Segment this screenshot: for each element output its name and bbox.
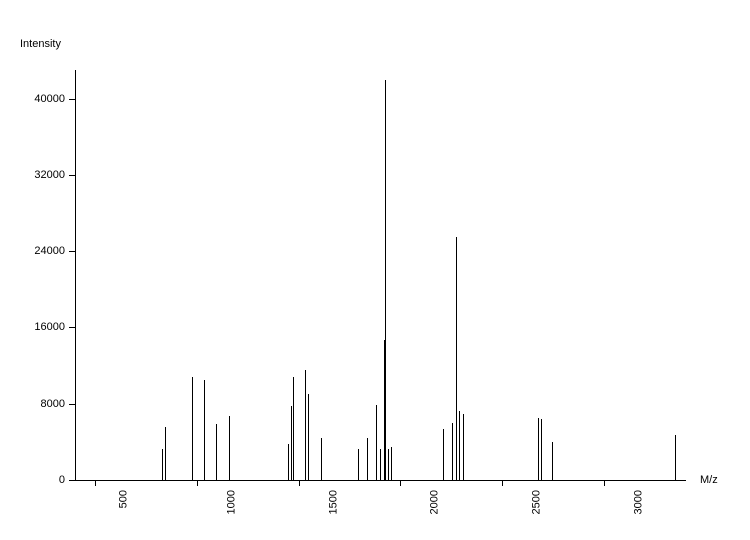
y-tick-label: 40000 bbox=[15, 93, 65, 105]
y-tick bbox=[69, 480, 75, 481]
spectrum-peak bbox=[367, 438, 368, 480]
x-tick bbox=[604, 480, 605, 486]
spectrum-peak bbox=[385, 80, 386, 480]
mass-spectrum-chart: Intensity M/z 0 8000 16000 24000 32000 40000 5… bbox=[0, 0, 750, 540]
x-tick-label: 3000 bbox=[632, 490, 644, 514]
spectrum-peak bbox=[229, 416, 230, 480]
spectrum-peak bbox=[552, 442, 553, 480]
spectrum-peak bbox=[376, 405, 377, 480]
spectrum-peak bbox=[541, 419, 542, 480]
y-tick bbox=[69, 251, 75, 252]
spectrum-peak bbox=[388, 449, 389, 480]
spectrum-peak bbox=[380, 449, 381, 480]
spectrum-peak bbox=[321, 438, 322, 480]
x-tick bbox=[400, 480, 401, 486]
plot-area bbox=[75, 70, 686, 481]
spectrum-peak bbox=[538, 418, 539, 480]
y-tick bbox=[69, 327, 75, 328]
x-tick-label: 1500 bbox=[327, 490, 339, 514]
spectrum-peak bbox=[162, 449, 163, 480]
spectrum-peak bbox=[291, 406, 292, 480]
spectrum-peak bbox=[675, 435, 676, 480]
x-tick bbox=[197, 480, 198, 486]
spectrum-peak bbox=[293, 377, 294, 480]
spectrum-peak bbox=[204, 380, 205, 480]
spectrum-peak bbox=[443, 429, 444, 480]
y-axis-title: Intensity bbox=[20, 38, 61, 50]
spectrum-peak bbox=[305, 370, 306, 480]
x-tick-label: 2000 bbox=[429, 490, 441, 514]
y-tick-label: 32000 bbox=[15, 169, 65, 181]
y-tick-label: 16000 bbox=[15, 321, 65, 333]
spectrum-peak bbox=[192, 377, 193, 480]
y-tick bbox=[69, 175, 75, 176]
x-tick bbox=[95, 480, 96, 486]
spectrum-peak bbox=[165, 427, 166, 480]
spectrum-peak bbox=[391, 447, 392, 480]
x-axis-title: M/z bbox=[700, 474, 718, 486]
y-tick-label: 24000 bbox=[15, 245, 65, 257]
spectrum-peak bbox=[459, 411, 460, 480]
spectrum-peak bbox=[216, 424, 217, 480]
y-tick bbox=[69, 404, 75, 405]
x-tick-label: 1000 bbox=[225, 490, 237, 514]
x-tick-label: 2500 bbox=[530, 490, 542, 514]
y-tick-label: 0 bbox=[15, 474, 65, 486]
x-tick bbox=[299, 480, 300, 486]
y-tick bbox=[69, 99, 75, 100]
spectrum-peak bbox=[452, 423, 453, 480]
x-tick-label: 500 bbox=[118, 490, 130, 508]
x-tick bbox=[502, 480, 503, 486]
spectrum-peak bbox=[288, 444, 289, 480]
spectrum-peak bbox=[358, 449, 359, 480]
spectrum-peak bbox=[308, 394, 309, 480]
spectrum-peak bbox=[463, 414, 464, 480]
y-tick-label: 8000 bbox=[15, 398, 65, 410]
spectrum-peak bbox=[456, 237, 457, 480]
